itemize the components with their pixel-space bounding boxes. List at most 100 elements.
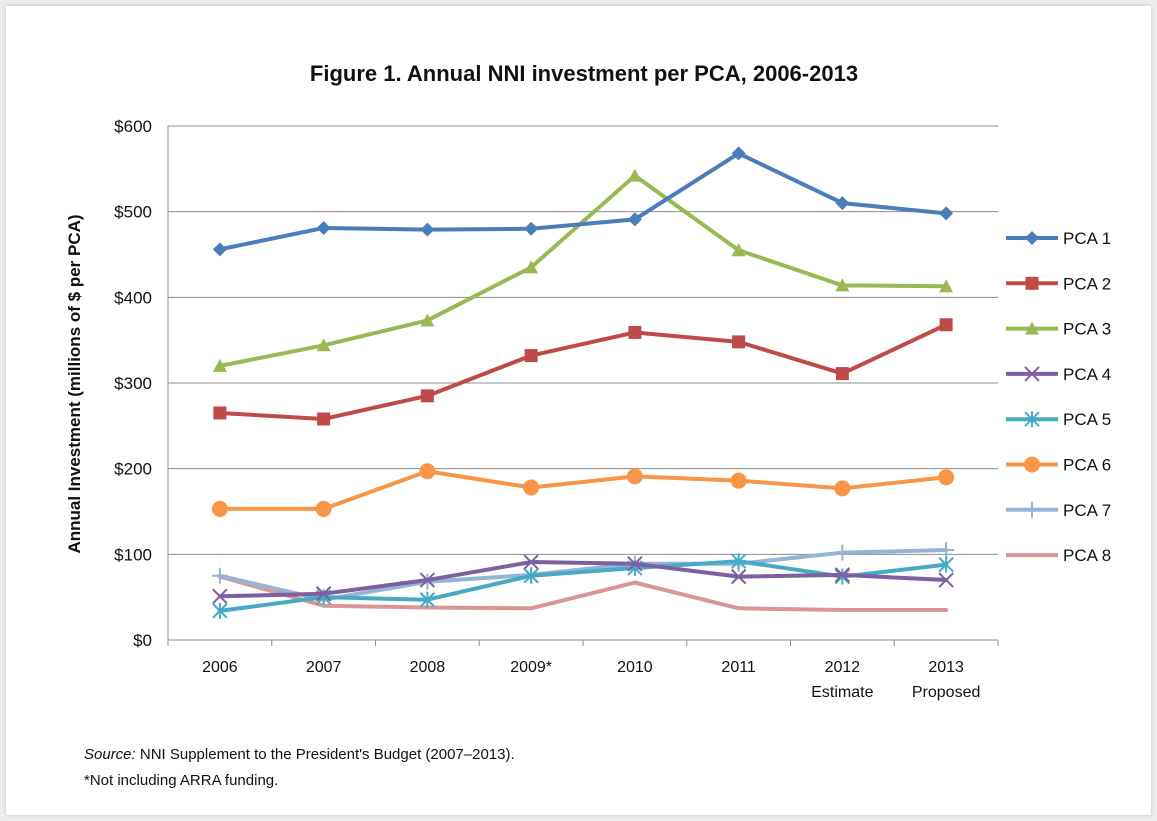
y-axis-title: Annual Investment (millions of $ per PCA… — [65, 214, 84, 553]
figure-frame: Figure 1. Annual NNI investment per PCA,… — [6, 6, 1151, 815]
data-point — [626, 468, 643, 485]
x-tick-sublabel: Estimate — [811, 684, 873, 701]
data-point — [627, 168, 642, 182]
data-point — [1024, 501, 1040, 518]
axis-layer: $0 $100 $200 $300 $400 $500 $600 2006 2007 2008 20… — [114, 117, 999, 701]
data-point — [730, 568, 747, 585]
data-point — [524, 260, 539, 274]
data-point — [1025, 321, 1039, 335]
source-notes: Source: NNI Supplement to the President'… — [84, 742, 515, 794]
data-point — [419, 572, 436, 588]
data-point — [212, 358, 227, 372]
data-point — [627, 556, 643, 572]
legend-item: PCA 4 — [1006, 365, 1111, 384]
data-point — [731, 146, 746, 161]
data-point — [213, 406, 227, 420]
data-point — [938, 542, 955, 559]
data-point — [420, 389, 434, 403]
data-point — [419, 591, 436, 608]
data-point — [315, 586, 332, 602]
series-line — [217, 151, 949, 252]
y-tick-label: $600 — [114, 117, 152, 136]
legend-item: PCA 2 — [1006, 274, 1111, 293]
data-point — [1025, 231, 1039, 245]
chart-title: Figure 1. Annual NNI investment per PCA,… — [310, 61, 858, 86]
x-tick-label: 2010 — [617, 659, 653, 676]
y-tick-label: $500 — [114, 203, 152, 222]
y-tick-label: $400 — [114, 288, 152, 307]
data-point — [420, 222, 435, 237]
data-point — [1024, 456, 1040, 473]
data-point — [211, 567, 228, 584]
legend-label: PCA 5 — [1063, 410, 1111, 429]
y-tick-label: $300 — [114, 374, 152, 393]
data-point — [938, 469, 955, 486]
data-point — [731, 243, 746, 257]
data-point — [316, 338, 331, 352]
source-line: Source: NNI Supplement to the President'… — [84, 742, 515, 768]
data-point — [315, 500, 332, 517]
data-point — [835, 196, 850, 211]
series-layer — [211, 146, 955, 619]
series-pca-1 — [212, 146, 954, 257]
legend-label: PCA 4 — [1063, 365, 1111, 384]
legend-label: PCA 8 — [1063, 546, 1111, 565]
series-pca-4 — [212, 554, 954, 605]
series-line — [217, 173, 949, 368]
data-point — [1024, 411, 1040, 428]
source-text: NNI Supplement to the President's Budget… — [135, 746, 515, 763]
source-label: Source: — [84, 746, 136, 763]
y-tick-label: $200 — [114, 460, 152, 479]
legend-item: PCA 8 — [1006, 546, 1111, 565]
data-point — [212, 602, 228, 619]
data-point — [730, 553, 747, 570]
series-pca-3 — [212, 168, 954, 372]
data-point — [523, 479, 540, 496]
footnote: *Not including ARRA funding. — [84, 772, 279, 789]
data-point — [732, 335, 746, 349]
data-point — [420, 313, 435, 327]
legend-item: PCA 1 — [1006, 229, 1111, 248]
data-point — [212, 588, 228, 605]
legend-label: PCA 6 — [1063, 456, 1111, 475]
data-point — [834, 567, 851, 583]
data-point — [939, 206, 954, 221]
x-tick-label: 2009* — [510, 659, 552, 676]
data-point — [628, 325, 642, 339]
data-point — [524, 349, 538, 363]
data-point — [523, 554, 539, 570]
x-tick-label: 2011 — [721, 659, 756, 676]
data-point — [834, 480, 851, 497]
x-tick-label: 2007 — [306, 659, 342, 676]
x-tick-label: 2012 — [825, 659, 861, 676]
data-point — [834, 544, 851, 561]
series-pca-6 — [211, 463, 955, 517]
data-point — [627, 212, 642, 227]
legend-label: PCA 1 — [1063, 229, 1111, 248]
series-line — [217, 469, 949, 511]
data-point — [419, 463, 436, 480]
series-line — [217, 322, 949, 421]
data-point — [1024, 366, 1040, 382]
data-point — [1025, 276, 1039, 290]
x-tick-label: 2013 — [928, 659, 964, 676]
data-point — [938, 572, 954, 588]
data-point — [835, 278, 850, 292]
data-point — [523, 567, 539, 584]
legend-item: PCA 3 — [1006, 320, 1111, 339]
grid-layer — [168, 125, 998, 555]
series-pca-2 — [213, 318, 953, 426]
legend-item: PCA 5 — [1006, 410, 1111, 429]
line-chart: Figure 1. Annual NNI investment per PCA,… — [65, 61, 1111, 701]
data-point — [316, 220, 331, 235]
x-tick-label: 2008 — [410, 659, 446, 676]
data-point — [317, 412, 331, 426]
series-line — [217, 560, 949, 599]
data-point — [211, 500, 228, 517]
legend-label: PCA 2 — [1063, 274, 1111, 293]
data-point — [939, 318, 953, 332]
legend: PCA 1 PCA 2 PCA 3 PCA 4 PCA 5 PCA 6 PCA 7 PCA 8 — [1006, 229, 1111, 565]
series-pca-8 — [217, 574, 949, 613]
x-tick-label: 2006 — [202, 659, 238, 676]
x-tick-sublabel: Proposed — [912, 684, 981, 701]
